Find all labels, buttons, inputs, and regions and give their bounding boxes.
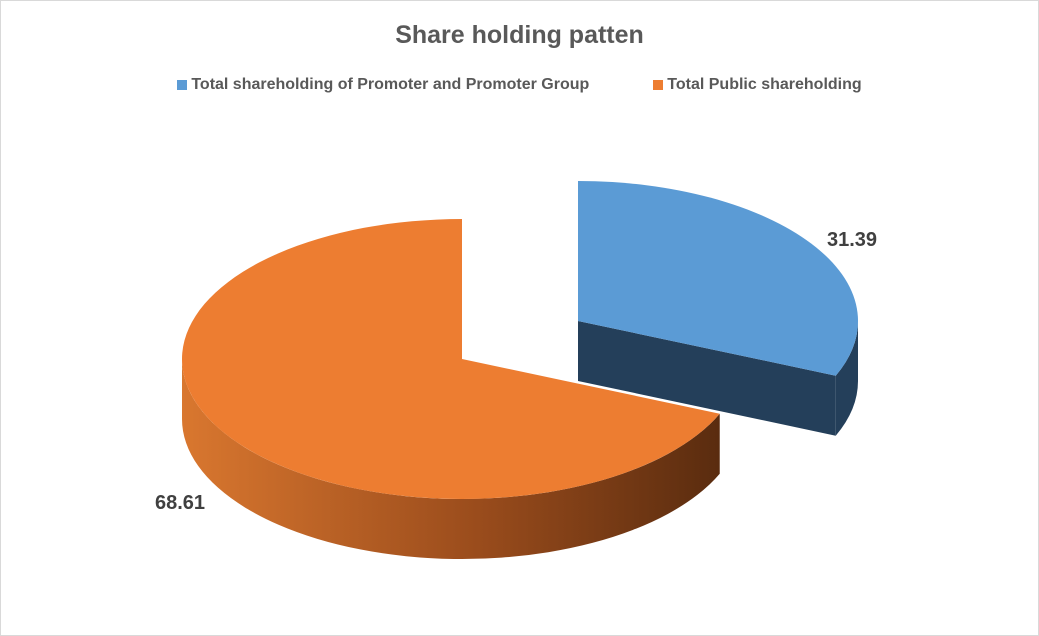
slice-side-public — [182, 359, 720, 559]
legend: Total shareholding of Promoter and Promo… — [1, 76, 1038, 94]
legend-label-promoter: Total shareholding of Promoter and Promo… — [191, 76, 590, 93]
pie-slice-promoter — [578, 181, 859, 376]
legend-item-public: Total Public shareholding — [653, 76, 862, 94]
legend-label-public: Total Public shareholding — [667, 76, 862, 93]
legend-item-promoter: Total shareholding of Promoter and Promo… — [177, 76, 589, 94]
legend-swatch-public — [653, 80, 664, 90]
chart-title: Share holding patten — [395, 21, 644, 49]
data-label-promoter: 31.39 — [827, 229, 877, 251]
pie-slice-public — [182, 218, 720, 499]
slice-side-promoter — [835, 321, 858, 436]
slice-radial-face-promoter — [578, 321, 836, 436]
data-label-public: 68.61 — [155, 492, 205, 514]
legend-swatch-promoter — [177, 80, 188, 90]
